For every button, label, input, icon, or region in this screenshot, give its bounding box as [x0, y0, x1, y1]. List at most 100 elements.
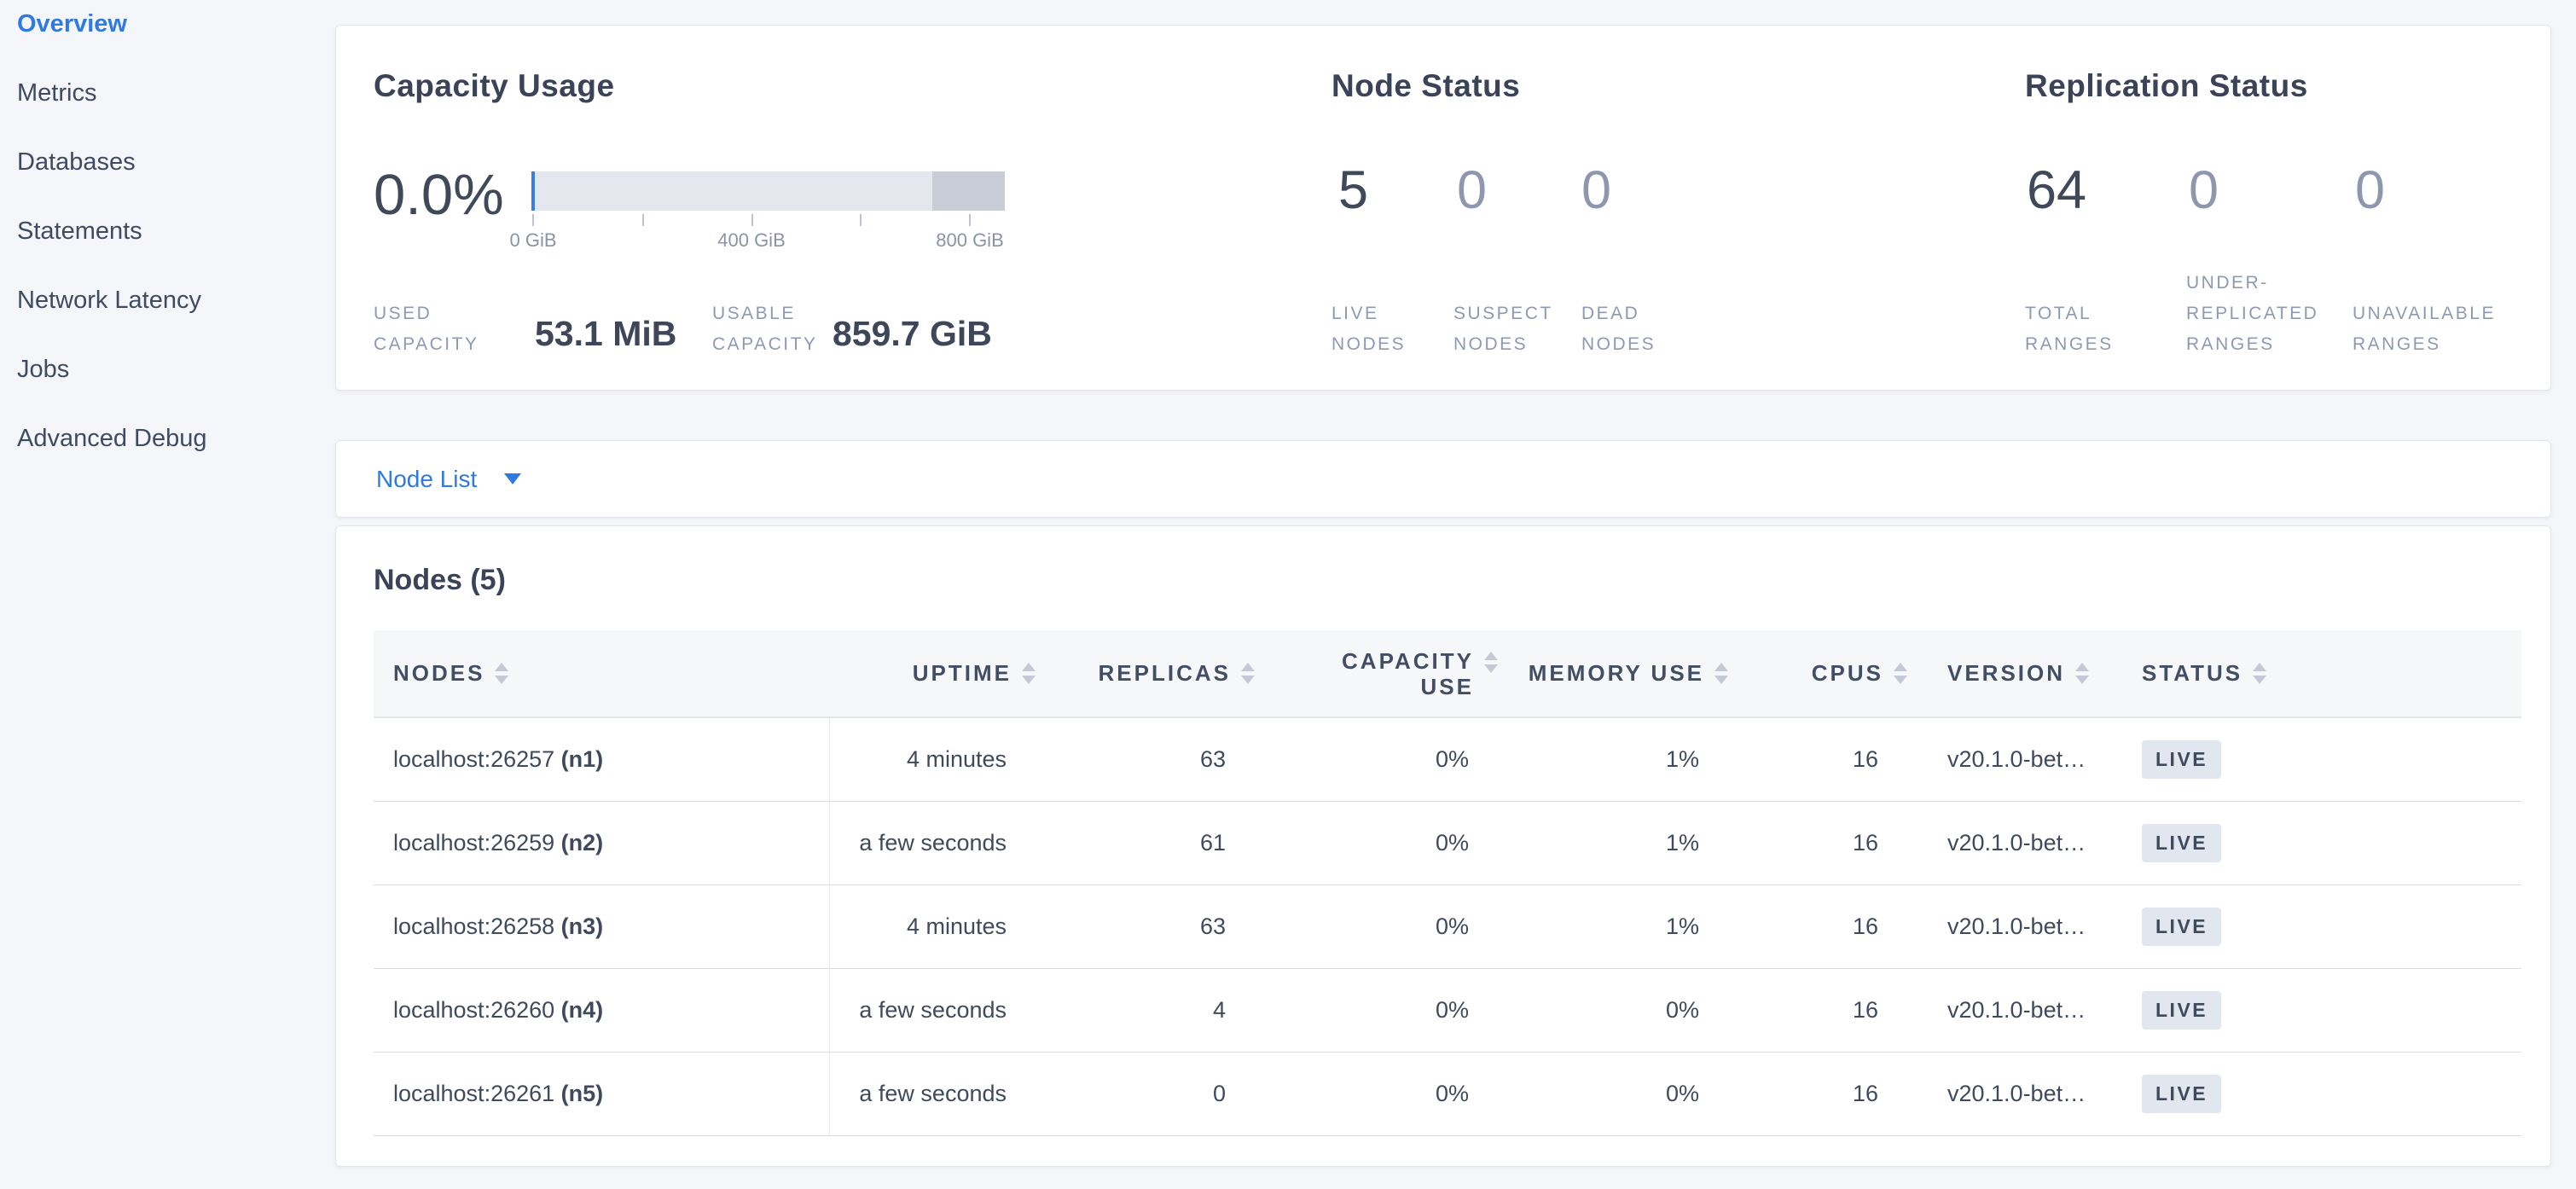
sidebar-item-advanced-debug[interactable]: Advanced Debug [17, 425, 207, 452]
sort-icon[interactable] [1484, 651, 1498, 673]
status-badge: LIVE [2142, 990, 2222, 1030]
replicas-cell: 4 [1053, 967, 1272, 1052]
sidebar-item-metrics[interactable]: Metrics [17, 79, 97, 107]
axis-label-0gib: 0 GiB [509, 229, 557, 251]
column-header-version[interactable]: VERSION [1924, 630, 2125, 718]
capacity-bar-used-segment [531, 171, 535, 211]
column-header-status[interactable]: STATUS [2125, 630, 2521, 718]
cpus-cell: 16 [1745, 800, 1924, 884]
node-list-bar: Node List [335, 440, 2551, 518]
memory-use-cell: 1% [1665, 745, 1699, 772]
total-ranges-label: TOTAL RANGES [2025, 304, 2114, 354]
cpus-cell: 16 [1745, 884, 1924, 968]
dead-nodes-label: DEAD NODES [1581, 304, 1656, 354]
axis-label-400gib: 400 GiB [717, 229, 786, 251]
version-cell: v20.1.0-bet… [1924, 967, 2125, 1052]
version-cell: v20.1.0-bet… [1924, 884, 2125, 968]
status-badge: LIVE [2142, 907, 2222, 946]
column-header-nodes[interactable]: NODES [374, 630, 829, 718]
uptime-cell: a few seconds [828, 800, 1053, 884]
replicas-cell: 61 [1053, 800, 1272, 884]
status-cell: LIVE [2125, 717, 2521, 801]
column-header-cpus[interactable]: CPUS [1745, 630, 1924, 718]
sort-icon[interactable] [495, 663, 509, 684]
node-list-dropdown-label: Node List [376, 465, 478, 492]
table-row: localhost:26259 (n2) a few seconds 61 0%… [374, 800, 2521, 884]
capacity-use-cell: 0% [1272, 800, 1515, 884]
sidebar-item-databases[interactable]: Databases [17, 148, 136, 176]
status-badge: LIVE [2142, 740, 2222, 779]
axis-tick [532, 214, 534, 226]
column-header-replicas[interactable]: REPLICAS [1053, 630, 1272, 718]
capacity-bar-reserved-segment [932, 171, 1005, 211]
node-address-link[interactable]: localhost:26260 (n4) [374, 967, 829, 1052]
uptime-cell: 4 minutes [828, 884, 1053, 968]
cpus-cell: 16 [1745, 1051, 1924, 1136]
uptime-cell: a few seconds [828, 1051, 1053, 1136]
status-cell: LIVE [2125, 967, 2521, 1052]
axis-tick [751, 214, 753, 226]
axis-tick [969, 214, 971, 226]
status-cell: LIVE [2125, 800, 2521, 884]
table-row: localhost:26257 (n1) 4 minutes 63 0% 1% … [374, 717, 2521, 801]
replication-status-title: Replication Status [2025, 68, 2308, 103]
sort-icon[interactable] [1241, 663, 1255, 684]
suspect-nodes-label: SUSPECT NODES [1453, 304, 1553, 354]
live-nodes-label: LIVE NODES [1332, 304, 1407, 354]
nodes-table: NODES UPTIME REPLICAS CAPACITY USE M [374, 630, 2521, 1136]
sort-icon[interactable] [1714, 663, 1728, 684]
column-header-capacity-use[interactable]: CAPACITY USE [1272, 630, 1515, 718]
replicas-cell: 63 [1053, 884, 1272, 968]
node-address-link[interactable]: localhost:26257 (n1) [393, 745, 604, 772]
table-row: localhost:26261 (n5) a few seconds 0 0% … [374, 1051, 2521, 1136]
node-status-title: Node Status [1332, 68, 1521, 103]
suspect-nodes-count: 0 [1457, 160, 1488, 220]
unavailable-ranges-count: 0 [2355, 160, 2386, 220]
capacity-use-cell: 0% [1272, 1051, 1515, 1136]
under-replicated-ranges-label: UNDER- REPLICATED RANGES [2186, 273, 2319, 354]
capacity-use-cell: 0% [1272, 884, 1515, 968]
sidebar-item-jobs[interactable]: Jobs [17, 356, 70, 383]
column-header-uptime[interactable]: UPTIME [829, 630, 1053, 718]
capacity-use-cell: 0% [1435, 745, 1469, 772]
unavailable-ranges-label: UNAVAILABLE RANGES [2353, 304, 2496, 354]
total-ranges-count: 64 [2027, 160, 2087, 220]
under-replicated-ranges-count: 0 [2189, 160, 2219, 220]
cluster-summary-card: Capacity Usage 0.0% 0 GiB 400 GiB 800 Gi… [335, 25, 2551, 391]
sidebar-item-network-latency[interactable]: Network Latency [17, 287, 201, 314]
capacity-bar [531, 171, 1005, 211]
replicas-cell: 0 [1053, 1051, 1272, 1136]
sidebar-item-overview[interactable]: Overview [17, 10, 127, 38]
table-header-row: NODES UPTIME REPLICAS CAPACITY USE M [374, 630, 2521, 718]
dead-nodes-count: 0 [1581, 160, 1612, 220]
sort-icon[interactable] [2075, 663, 2090, 684]
sidebar-item-statements[interactable]: Statements [17, 218, 142, 245]
sidebar: Overview Metrics Databases Statements Ne… [0, 0, 335, 1189]
chevron-down-icon [504, 473, 522, 484]
memory-use-cell: 1% [1515, 884, 1745, 968]
node-address-link[interactable]: localhost:26259 (n2) [374, 800, 829, 884]
version-cell: v20.1.0-bet… [1924, 1051, 2125, 1136]
used-capacity-label: USED CAPACITY [374, 304, 479, 354]
cpus-cell: 16 [1852, 745, 1878, 772]
memory-use-cell: 0% [1515, 967, 1745, 1052]
axis-tick [860, 214, 862, 226]
node-address-link[interactable]: localhost:26258 (n3) [374, 884, 829, 968]
capacity-used-percent: 0.0% [374, 163, 504, 227]
cpus-cell: 16 [1745, 967, 1924, 1052]
node-list-dropdown[interactable]: Node List [376, 441, 522, 517]
uptime-cell: 4 minutes [828, 717, 1053, 801]
replicas-cell: 63 [1199, 745, 1226, 772]
capacity-use-cell: 0% [1272, 967, 1515, 1052]
sort-icon[interactable] [1022, 663, 1036, 684]
usable-capacity-label: USABLE CAPACITY [712, 304, 818, 354]
version-cell: v20.1.0-bet… [1947, 745, 2086, 772]
sort-icon[interactable] [1894, 663, 1907, 684]
column-header-memory-use[interactable]: MEMORY USE [1515, 630, 1745, 718]
memory-use-cell: 0% [1515, 1051, 1745, 1136]
axis-tick [642, 214, 644, 226]
node-address-link[interactable]: localhost:26261 (n5) [374, 1051, 829, 1136]
status-cell: LIVE [2125, 884, 2521, 968]
nodes-table-title: Nodes (5) [374, 564, 506, 596]
sort-icon[interactable] [2253, 663, 2267, 684]
